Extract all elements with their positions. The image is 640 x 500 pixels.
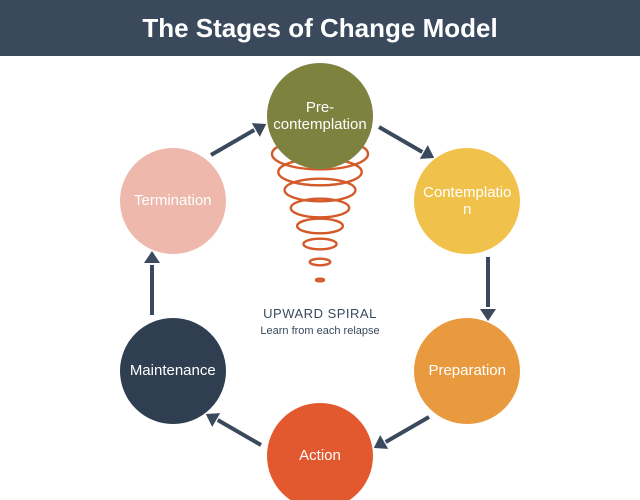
page-title: The Stages of Change Model <box>142 13 497 44</box>
stage-node: Action <box>267 403 373 500</box>
stage-node-label: Action <box>293 447 347 464</box>
diagram-stage: UPWARD SPIRAL Learn from each relapse Pr… <box>0 56 640 500</box>
cycle-arrow <box>150 265 154 315</box>
stage-node: Termination <box>120 148 226 254</box>
cycle-arrow <box>378 125 423 153</box>
stage-node-label: Maintenance <box>124 362 222 379</box>
center-caption-line1: UPWARD SPIRAL <box>260 306 379 321</box>
stage-node: Preparation <box>414 318 520 424</box>
stage-node: Pre-contemplation <box>267 63 373 169</box>
stage-node-label: Contemplation <box>414 184 520 219</box>
stage-node: Contemplation <box>414 148 520 254</box>
header-bar: The Stages of Change Model <box>0 0 640 56</box>
center-caption: UPWARD SPIRAL Learn from each relapse <box>260 306 379 337</box>
cycle-arrow <box>384 415 429 443</box>
cycle-arrow <box>210 128 255 156</box>
cycle-arrow <box>217 419 262 447</box>
stage-node-label: Preparation <box>422 362 512 379</box>
stage-node-label: Pre-contemplation <box>267 99 373 134</box>
center-caption-line2: Learn from each relapse <box>260 325 379 337</box>
stage-node-label: Termination <box>128 192 218 209</box>
cycle-arrow-head <box>144 251 160 263</box>
stage-node: Maintenance <box>120 318 226 424</box>
cycle-arrow <box>486 257 490 307</box>
cycle-arrow-head <box>480 309 496 321</box>
